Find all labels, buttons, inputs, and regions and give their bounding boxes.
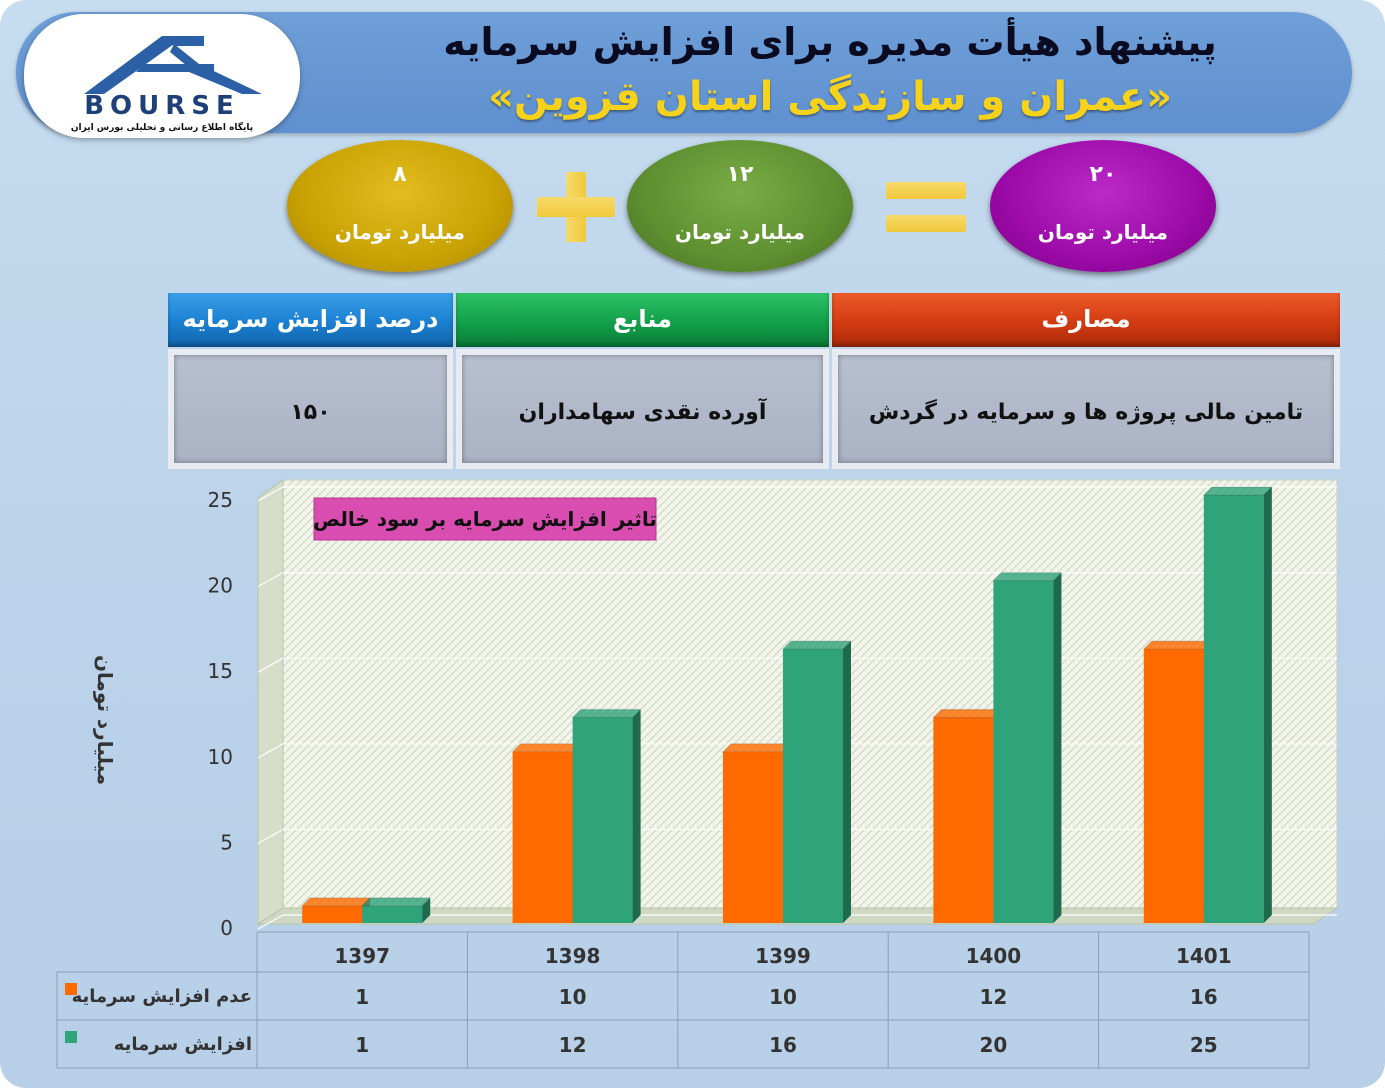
cell-uses: تامین مالی پروژه ها و سرمایه در گردش: [832, 349, 1340, 469]
cell-sources: آورده نقدی سهامداران: [456, 349, 829, 469]
y-tick-label: 5: [220, 830, 233, 854]
equals-icon: [886, 182, 966, 232]
y-tick-label: 10: [208, 745, 233, 769]
data-table-value: 1: [355, 985, 369, 1009]
x-tick-label: 1401: [1176, 944, 1232, 968]
bar: [781, 640, 853, 923]
bar: [300, 897, 372, 923]
bar-chart: 0 5 10 15 20 25 1397 1 1 1398 10 12 1399 10 16 1400 12 2…: [56, 479, 1339, 1069]
bar: [1142, 640, 1214, 923]
logo-tagline: پایگاه اطلاع رسانی و تحلیلی بورس ایران: [71, 121, 253, 133]
logo-wordmark: BOURSE: [84, 91, 240, 121]
bar: [992, 572, 1063, 923]
plot-left-wall: [257, 479, 284, 925]
oval-left: ۸ میلیارد تومان: [287, 140, 513, 272]
y-tick-label: 25: [208, 488, 233, 512]
bar: [511, 743, 582, 923]
chart-title: تاثیر افزایش سرمایه بر سود خالص: [313, 507, 657, 531]
bar: [1202, 486, 1274, 923]
data-table-value: 16: [769, 1033, 797, 1057]
gridline-diag: [257, 572, 284, 588]
data-table-value: 12: [979, 985, 1007, 1009]
x-tick-label: 1400: [966, 944, 1022, 968]
data-table-value: 10: [769, 985, 797, 1009]
y-tick-label: 20: [208, 574, 233, 598]
chart-title-box: تاثیر افزایش سرمایه بر سود خالص: [313, 497, 657, 541]
plus-icon: [537, 172, 615, 242]
data-table-value: 20: [979, 1033, 1007, 1057]
gridline-diag: [257, 657, 284, 673]
data-table-value: 25: [1190, 1033, 1218, 1057]
legend-key: [65, 983, 77, 995]
header-percent: درصد افزایش سرمایه: [168, 293, 453, 347]
bar: [360, 897, 432, 923]
data-table-value: 16: [1190, 985, 1218, 1009]
bar: [721, 743, 793, 923]
oval-middle: ۱۲ میلیارد تومان: [627, 140, 853, 272]
header-sources: منابع: [456, 293, 829, 347]
header-uses: مصارف: [832, 293, 1340, 347]
legend-label: افزایش سرمایه: [114, 1034, 252, 1055]
cell-percent: ۱۵۰: [168, 349, 453, 469]
oval-right: ۲۰ میلیارد تومان: [990, 140, 1216, 272]
oval-right-value: ۲۰: [1089, 162, 1117, 187]
bourse-logo: BOURSE پایگاه اطلاع رسانی و تحلیلی بورس …: [24, 14, 300, 138]
data-table-value: 10: [559, 985, 587, 1009]
oval-middle-value: ۱۲: [726, 162, 754, 187]
x-tick-label: 1397: [334, 944, 390, 968]
x-tick-label: 1398: [545, 944, 601, 968]
oval-right-unit: میلیارد تومان: [1037, 220, 1169, 244]
company-subtitle: «عمران و سازندگی استان قزوین»: [488, 74, 1172, 120]
page-title: پیشنهاد هیأت مدیره برای افزایش سرمایه: [443, 20, 1217, 64]
gridline-diag: [257, 743, 284, 759]
x-tick-label: 1399: [755, 944, 811, 968]
gridline-diag: [257, 914, 284, 930]
y-tick-label: 0: [220, 916, 233, 940]
gridline-diag: [257, 828, 284, 844]
oval-left-value: ۸: [393, 162, 407, 187]
data-table-value: 1: [355, 1033, 369, 1057]
y-axis-label: میلیارد تومان: [93, 655, 117, 785]
oval-left-unit: میلیارد تومان: [334, 220, 466, 244]
bar: [571, 709, 642, 923]
bar: [932, 709, 1003, 923]
data-table-value: 12: [559, 1033, 587, 1057]
gridline-diag: [257, 486, 284, 502]
legend-key: [65, 1031, 77, 1043]
legend-label: عدم افزایش سرمایه: [72, 986, 252, 1007]
y-tick-label: 15: [208, 659, 233, 683]
oval-middle-unit: میلیارد تومان: [674, 220, 806, 244]
